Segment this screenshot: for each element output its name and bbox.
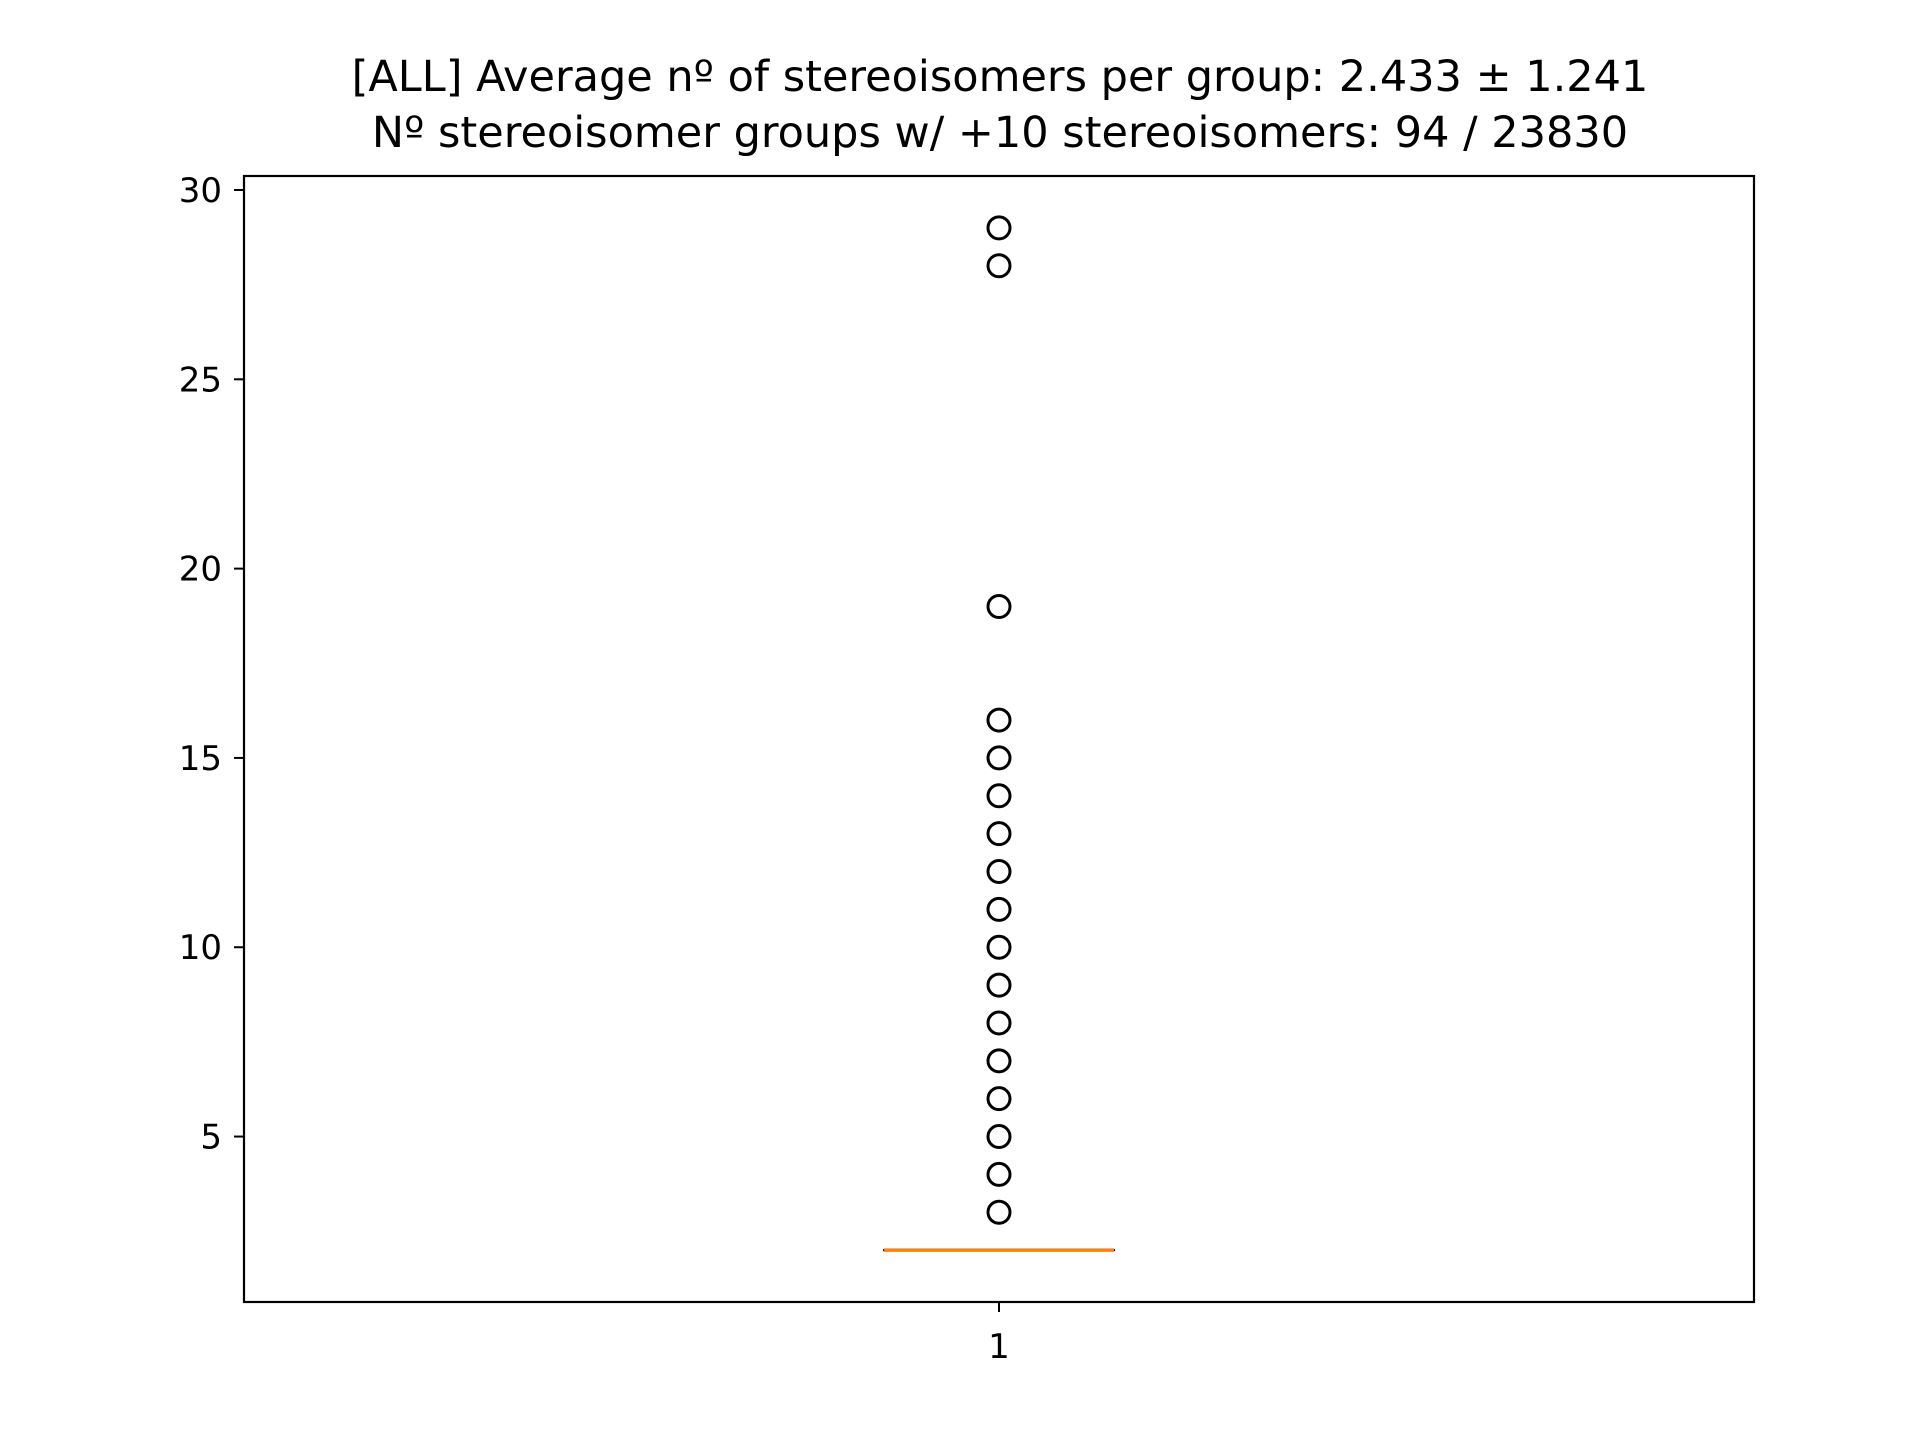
outlier-point	[986, 593, 1012, 619]
outlier-point	[986, 1086, 1012, 1112]
x-tick-label: 1	[988, 1327, 1010, 1367]
y-axis: 5 10 15 20 25 30	[179, 171, 244, 1158]
y-tick-label: 20	[179, 550, 222, 590]
y-tick-label: 30	[179, 171, 222, 211]
outlier-point	[986, 707, 1012, 733]
outlier-point	[986, 821, 1012, 847]
outlier-point	[986, 215, 1012, 241]
outlier-point	[986, 1124, 1012, 1150]
outlier-point	[986, 896, 1012, 922]
outlier-point	[986, 1161, 1012, 1187]
outlier-point	[986, 972, 1012, 998]
outlier-point	[986, 859, 1012, 885]
outlier-point	[986, 934, 1012, 960]
outlier-point	[986, 1048, 1012, 1074]
chart-title: [ALL] Average nº of stereoisomers per gr…	[352, 52, 1649, 102]
chart-subtitle: Nº stereoisomer groups w/ +10 stereoisom…	[372, 108, 1628, 158]
x-axis: 1	[988, 1302, 1010, 1367]
outlier-point	[986, 783, 1012, 809]
outlier-point	[986, 253, 1012, 279]
outlier-point	[986, 1199, 1012, 1225]
outlier-point	[986, 1010, 1012, 1036]
y-tick-label: 5	[200, 1118, 222, 1158]
y-tick-label: 25	[179, 360, 222, 400]
outlier-point	[986, 745, 1012, 771]
y-tick-label: 15	[179, 739, 222, 779]
y-tick-label: 10	[179, 928, 222, 968]
plot-area	[883, 215, 1115, 1252]
